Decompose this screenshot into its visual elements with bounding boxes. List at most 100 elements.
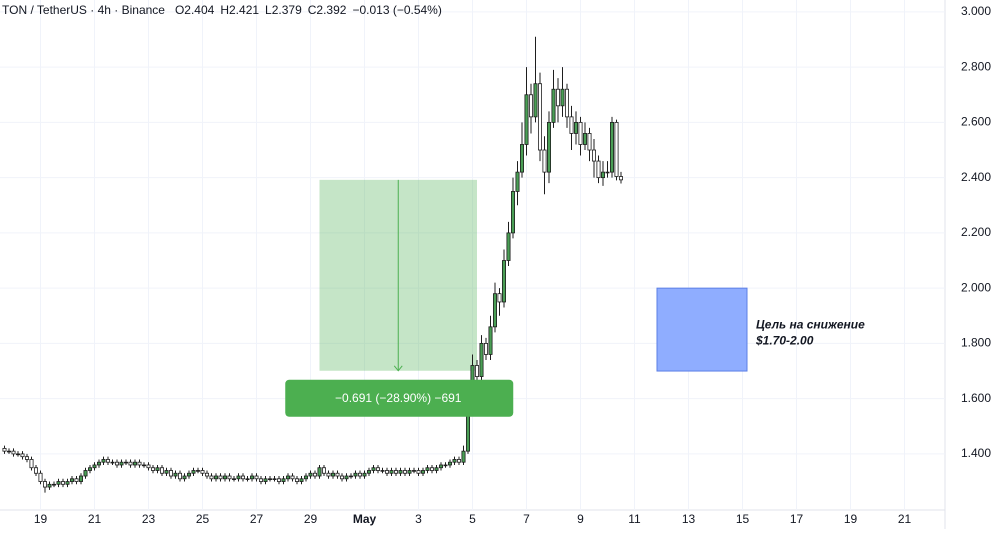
candle-body [195, 470, 200, 472]
candle-body [312, 472, 317, 477]
candle-body [407, 470, 412, 474]
candle-body [303, 475, 308, 480]
candle-body [587, 133, 592, 151]
x-tick-label: 9 [577, 512, 584, 526]
candle-body [551, 88, 556, 123]
y-tick-label: 3.000 [961, 4, 991, 18]
candle-body [7, 450, 12, 453]
candle-body [159, 467, 164, 474]
candle-body [601, 171, 606, 179]
candle-body [110, 461, 115, 464]
x-tick-label: 29 [304, 512, 318, 526]
x-tick-label: 19 [34, 512, 48, 526]
candle-body [124, 461, 129, 464]
candle-body [547, 121, 552, 173]
candle-body [258, 478, 263, 482]
y-tick-label: 1.600 [961, 391, 991, 405]
chart-header: TON / TetherUS · 4h · Binance O2.404 H2.42… [2, 3, 442, 17]
candle-body [483, 343, 488, 355]
x-tick-label: 19 [844, 512, 858, 526]
candle-body [479, 343, 484, 377]
candle-body [353, 472, 358, 477]
candle-body [524, 94, 529, 145]
y-tick-label: 1.400 [961, 446, 991, 460]
candle-body [146, 464, 151, 469]
x-tick-label: 21 [88, 512, 102, 526]
y-tick-label: 1.800 [961, 336, 991, 350]
x-tick-label: 21 [898, 512, 912, 526]
candle-body [38, 472, 43, 482]
candle-body [389, 470, 394, 474]
candle-body [456, 459, 461, 463]
candle-body [119, 461, 124, 466]
measure-label-box [285, 379, 514, 417]
chart-title: TON / TetherUS · 4h · Binance [2, 3, 165, 17]
candle-body [384, 470, 389, 474]
candle-body [137, 461, 142, 466]
candle-body [61, 481, 66, 485]
candle-body [565, 88, 570, 118]
candle-body [213, 475, 218, 480]
candle-body [168, 470, 173, 477]
candle-body [380, 470, 385, 472]
candle-body [285, 475, 290, 480]
candle-body [556, 88, 561, 107]
candle-body [357, 472, 362, 477]
candle-body [344, 475, 349, 480]
candle-body [506, 232, 511, 261]
candle-body [538, 83, 543, 151]
x-tick-label: May [353, 512, 377, 526]
candle-body [619, 176, 624, 181]
candle-body [231, 478, 236, 480]
candle-body [348, 475, 353, 478]
candle-body [56, 481, 61, 485]
candle-body [574, 121, 579, 134]
candle-body [614, 121, 619, 177]
header-value: H2.421 [220, 3, 259, 17]
candle-body [366, 470, 371, 474]
candle-body [245, 478, 250, 480]
header-value: −0.013 (−0.54%) [352, 3, 441, 17]
candle-body [24, 456, 29, 460]
candle-body [254, 475, 259, 480]
candle-body [263, 478, 268, 482]
x-tick-label: 17 [790, 512, 804, 526]
candle-body [191, 470, 196, 474]
candle-body [182, 475, 187, 480]
candle-body [605, 171, 610, 174]
x-tick-label: 25 [196, 512, 210, 526]
candle-body [411, 470, 416, 472]
candle-body [227, 475, 232, 480]
y-tick-label: 2.800 [961, 59, 991, 73]
x-tick-label: 23 [142, 512, 156, 526]
candle-body [492, 293, 497, 328]
candle-body [393, 470, 398, 474]
candle-body [294, 478, 299, 482]
candle-body [281, 478, 286, 482]
candle-body [447, 461, 452, 466]
candle-body [497, 293, 502, 303]
candle-body [529, 94, 534, 118]
candle-body [488, 326, 493, 355]
candle-body [398, 470, 403, 474]
measure-arrowhead [393, 365, 403, 372]
candle-body [416, 470, 421, 474]
candle-body [65, 481, 70, 485]
x-tick-label: 11 [628, 512, 641, 526]
x-tick-label: 5 [469, 512, 476, 526]
candle-body [88, 467, 93, 471]
candle-body [209, 475, 214, 480]
candle-body [177, 472, 182, 480]
candle-body [583, 133, 588, 145]
candle-body [443, 464, 448, 467]
candle-body [308, 472, 313, 477]
candle-body [560, 88, 565, 107]
candle-body [200, 470, 205, 474]
candle-body [47, 483, 52, 488]
candle-body [150, 467, 155, 471]
candle-body [578, 121, 583, 145]
candle-body [267, 478, 272, 480]
candle-body [132, 461, 137, 466]
candle-body [79, 475, 84, 482]
